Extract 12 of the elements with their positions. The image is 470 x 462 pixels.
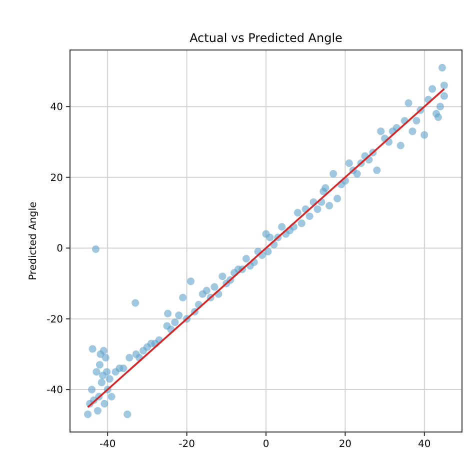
x-tick-label: -20 bbox=[178, 439, 195, 450]
x-tick-label: 0 bbox=[262, 439, 270, 450]
x-tick-label: 20 bbox=[338, 439, 352, 450]
y-tick-label: 20 bbox=[50, 172, 63, 184]
y-axis-title: Predicted Angle bbox=[28, 202, 39, 280]
x-tick-label: -40 bbox=[99, 439, 116, 450]
y-tick-label: 0 bbox=[56, 244, 63, 255]
y-tick-label: -40 bbox=[46, 385, 63, 396]
chart-title: Actual vs Predicted Angle bbox=[190, 31, 342, 45]
y-tick-label: 40 bbox=[50, 102, 63, 114]
x-tick-label: 40 bbox=[418, 439, 431, 450]
y-tick-label: -20 bbox=[46, 314, 63, 326]
